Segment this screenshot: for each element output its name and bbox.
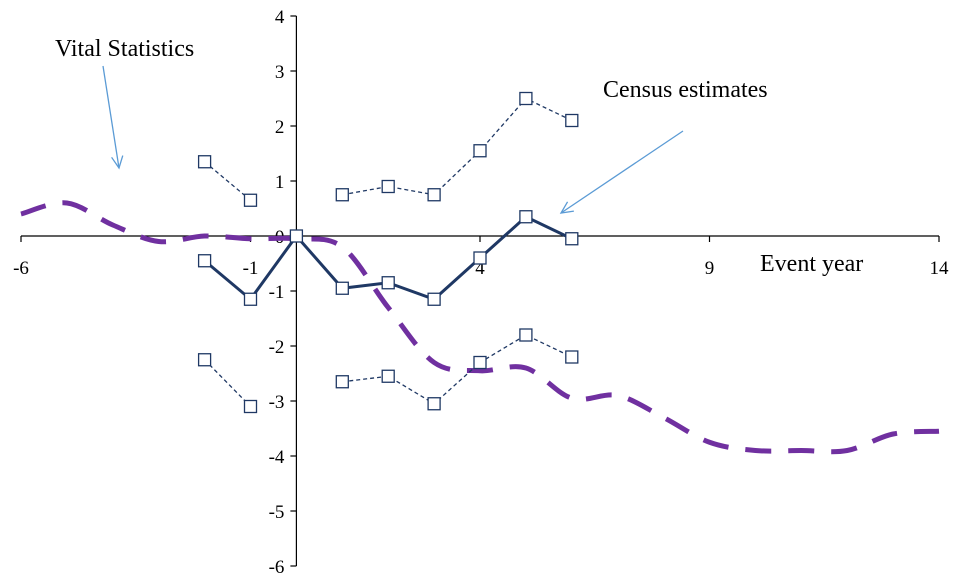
vital-statistics-line [20,200,940,455]
x-tick-label: 9 [705,258,715,279]
x-tick-label: 14 [930,258,950,279]
y-tick-label: 1 [275,172,285,193]
confidence-bound-point [427,188,441,202]
y-tick-label: 3 [275,62,285,83]
census-estimates-annotation: Census estimates [603,77,768,103]
confidence-bound-point [519,91,533,106]
confidence-bound-line [204,161,251,201]
y-tick-label: -2 [269,337,285,358]
confidence-bound-point [197,353,212,367]
x-tick-label: -1 [243,258,259,279]
confidence-bound-point [473,355,487,370]
confidence-bound-point [197,155,212,169]
confidence-bound-point [381,179,395,194]
x-tick-label: -6 [13,258,29,279]
series-0 [20,200,940,455]
census-point [565,232,579,246]
y-tick-label: -5 [269,502,285,523]
arrow-head [559,201,574,214]
confidence-bound-point [427,397,441,411]
census-point [335,281,349,295]
census-estimates-arrow [559,130,684,214]
confidence-bound-point [335,188,349,202]
confidence-bound-point [565,350,579,364]
confidence-bound-line [342,97,573,196]
arrow-head [111,155,124,170]
y-tick-label: -4 [269,447,285,468]
confidence-bound-point [243,193,258,207]
arrow-shaft [560,130,684,214]
confidence-bound-point [381,369,395,383]
x-tick-label: 4 [475,258,485,279]
census-point [519,210,533,224]
arrow-shaft [102,65,120,169]
census-point [473,251,487,265]
vital-statistics-annotation: Vital Statistics [55,36,194,62]
census-point [197,254,212,268]
vital-statistics-arrow [102,65,124,170]
y-tick-label: -3 [269,392,285,413]
y-tick-label: -6 [269,557,285,573]
y-tick-label: 4 [275,7,285,28]
series-3 [197,328,579,414]
y-tick-label: -1 [269,282,285,303]
series-layer [20,91,940,455]
x-axis-label: Event year [760,251,863,277]
census-point [289,229,304,243]
confidence-bound-point [473,144,487,158]
series-1 [197,210,579,306]
confidence-bound-point [519,328,533,342]
annotation-layer: Event year Vital Statistics Census estim… [55,36,863,277]
y-tick-label: 2 [275,117,285,138]
confidence-bound-line [204,359,251,407]
series-2 [197,91,579,207]
census-point [381,276,395,290]
census-point [427,292,441,306]
confidence-bound-point [243,399,258,414]
confidence-bound-point [565,113,579,128]
confidence-bound-line [342,334,573,405]
census-point [243,292,258,306]
confidence-bound-point [335,375,349,389]
